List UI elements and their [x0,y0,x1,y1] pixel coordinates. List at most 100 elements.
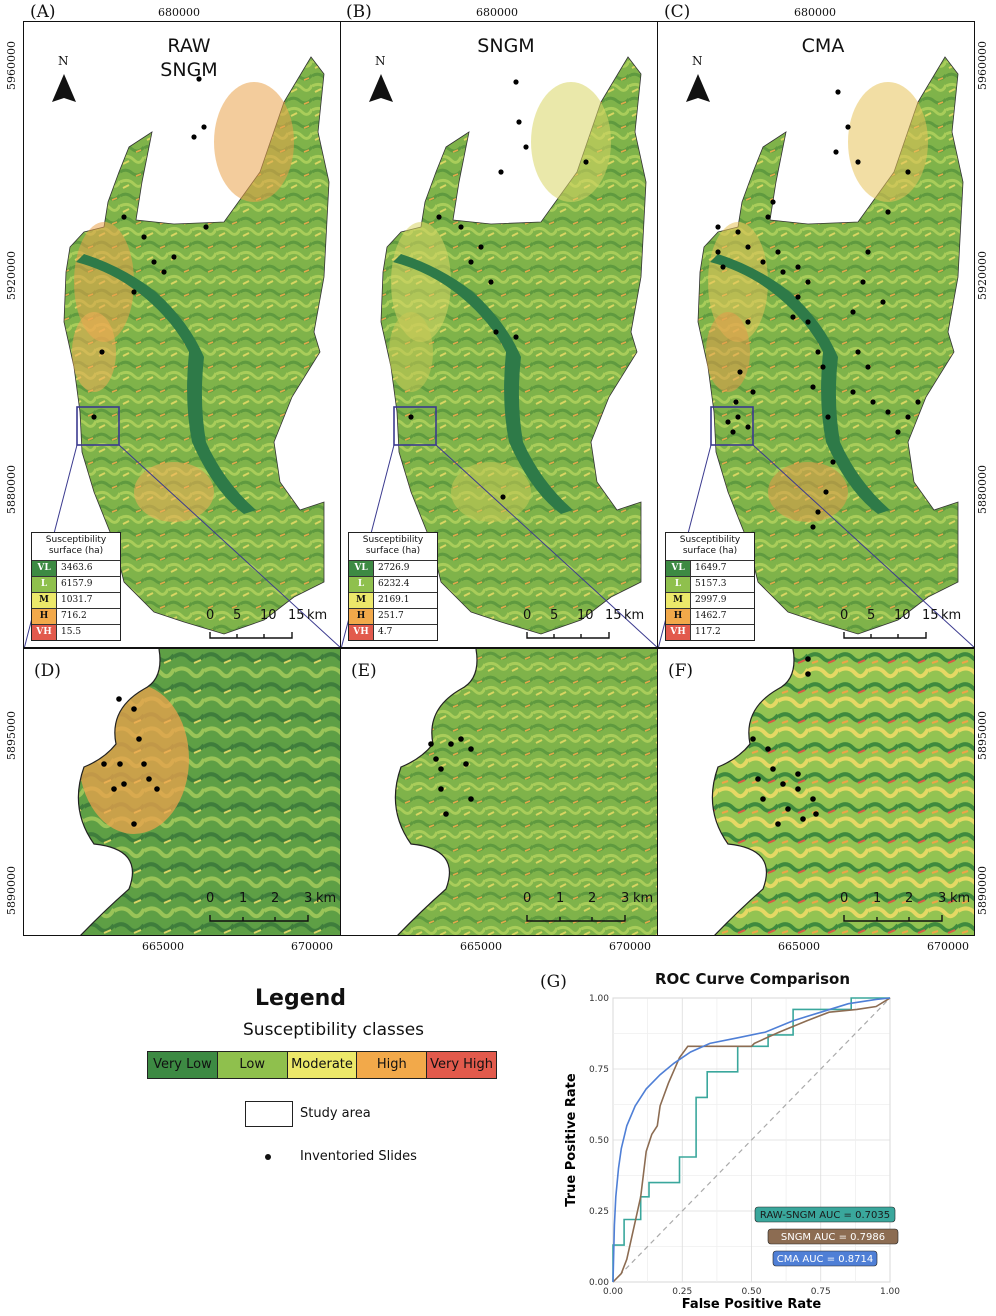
susceptibility-patch [451,462,531,522]
coord-bottom-e1: 665000 [460,940,502,953]
slide-point [775,821,781,827]
susceptibility-patch [848,82,928,202]
coord-right-1: 5960000 [976,41,989,90]
slide-point [810,524,816,530]
susceptibility-patch [391,222,451,342]
table-row: VH 117.2 [666,624,754,640]
slide-point [121,214,127,220]
coastline [711,649,795,935]
table-row: VL 3463.6 [32,560,120,576]
slide-point [805,656,811,662]
scale-tick-label: 15 [288,608,305,623]
susceptibility-surface-table: Susceptibility surface (ha) VL 1649.7 L 5157… [665,532,755,641]
table-row: L 6232.4 [349,576,437,592]
scale-tick-label: 5 [233,608,242,623]
scale-tick-label: 3 [304,891,313,906]
table-row: L 6157.9 [32,576,120,592]
table-row: H 716.2 [32,608,120,624]
scale-tick-label: 3 [938,891,947,906]
class-area: 6157.9 [61,579,93,589]
scale-bar [843,632,927,639]
slide-point [151,259,157,265]
slide-point [813,811,819,817]
slide-point [111,786,117,792]
north-label: N [375,54,386,68]
slide-point [117,761,123,767]
coord-bottom-f2: 670000 [927,940,969,953]
river [393,254,573,514]
slide-point [805,671,811,677]
zoom-map [24,649,340,935]
slide-point [196,76,202,82]
north-arrow-icon [64,74,76,102]
slide-point [865,364,871,370]
study-area-map [658,56,974,647]
slide-point [516,119,522,125]
slide-point [800,816,806,822]
slide-point [131,821,137,827]
slide-point [823,489,829,495]
scale-tick-label: 10 [894,608,911,623]
legend-subtitle: Susceptibility classes [243,1020,425,1040]
slide-point [860,279,866,285]
x-tick-label: 0.50 [741,1287,761,1297]
zoom-extent-box [76,406,120,446]
legend-low: Low [217,1052,288,1078]
map-panel-c: N CMA Susceptibility surface (ha) VL 1649.7 L… [657,21,975,648]
slide-point [735,229,741,235]
scale-tick-label: 1 [873,891,882,906]
coord-top-c: 680000 [794,6,836,19]
slide-point [895,429,901,435]
slide-point [500,494,506,500]
slide-dot-swatch [265,1154,271,1160]
table-row: VH 4.7 [349,624,437,640]
slide-point [905,414,911,420]
slide-point [201,124,207,130]
susceptibility-patch [134,462,214,522]
scale-unit: km [316,891,337,906]
zoom-extent-box [393,406,437,446]
roc-series-2 [612,997,891,1283]
coord-left-zoom-1: 5895000 [5,711,18,760]
study-area-label: Study area [300,1106,371,1121]
slide-point [745,319,751,325]
slide-point [443,811,449,817]
scale-tick-label: 0 [523,891,532,906]
slide-point [116,696,122,702]
panel-label-e: (E) [351,661,377,681]
class-area: 251.7 [378,611,404,621]
slide-point [820,364,826,370]
scale-bar [209,632,293,639]
slide-point [488,279,494,285]
class-code: VL [349,561,374,576]
slide-point [735,414,741,420]
slide-point [850,389,856,395]
north-label: N [58,54,69,68]
slide-point [131,706,137,712]
zoom-map [341,649,657,935]
class-area: 1649.7 [695,563,727,573]
map-title: CMA [801,35,845,57]
scale-bar [526,915,626,922]
class-area: 6232.4 [378,579,410,589]
slide-point [523,144,529,150]
scale-tick-label: 0 [206,608,215,623]
y-tick-label: 0.50 [589,1136,609,1146]
class-area: 15.5 [61,627,82,637]
slide-point [493,329,499,335]
slide-point [790,314,796,320]
scale-tick-label: 3 [621,891,630,906]
slide-point [770,199,776,205]
slide-point [171,254,177,260]
y-axis-label: True Positive Rate [564,1073,579,1207]
scale-tick-label: 1 [239,891,248,906]
study-area-map [24,56,340,647]
slide-point [805,319,811,325]
slide-point [845,124,851,130]
scale-tick-label: 2 [905,891,914,906]
scale-unit: km [633,891,654,906]
study-area-swatch [245,1101,293,1127]
legend-very-low: Very Low [148,1052,218,1078]
north-arrow-icon [381,74,393,102]
class-area: 4.7 [378,627,393,637]
